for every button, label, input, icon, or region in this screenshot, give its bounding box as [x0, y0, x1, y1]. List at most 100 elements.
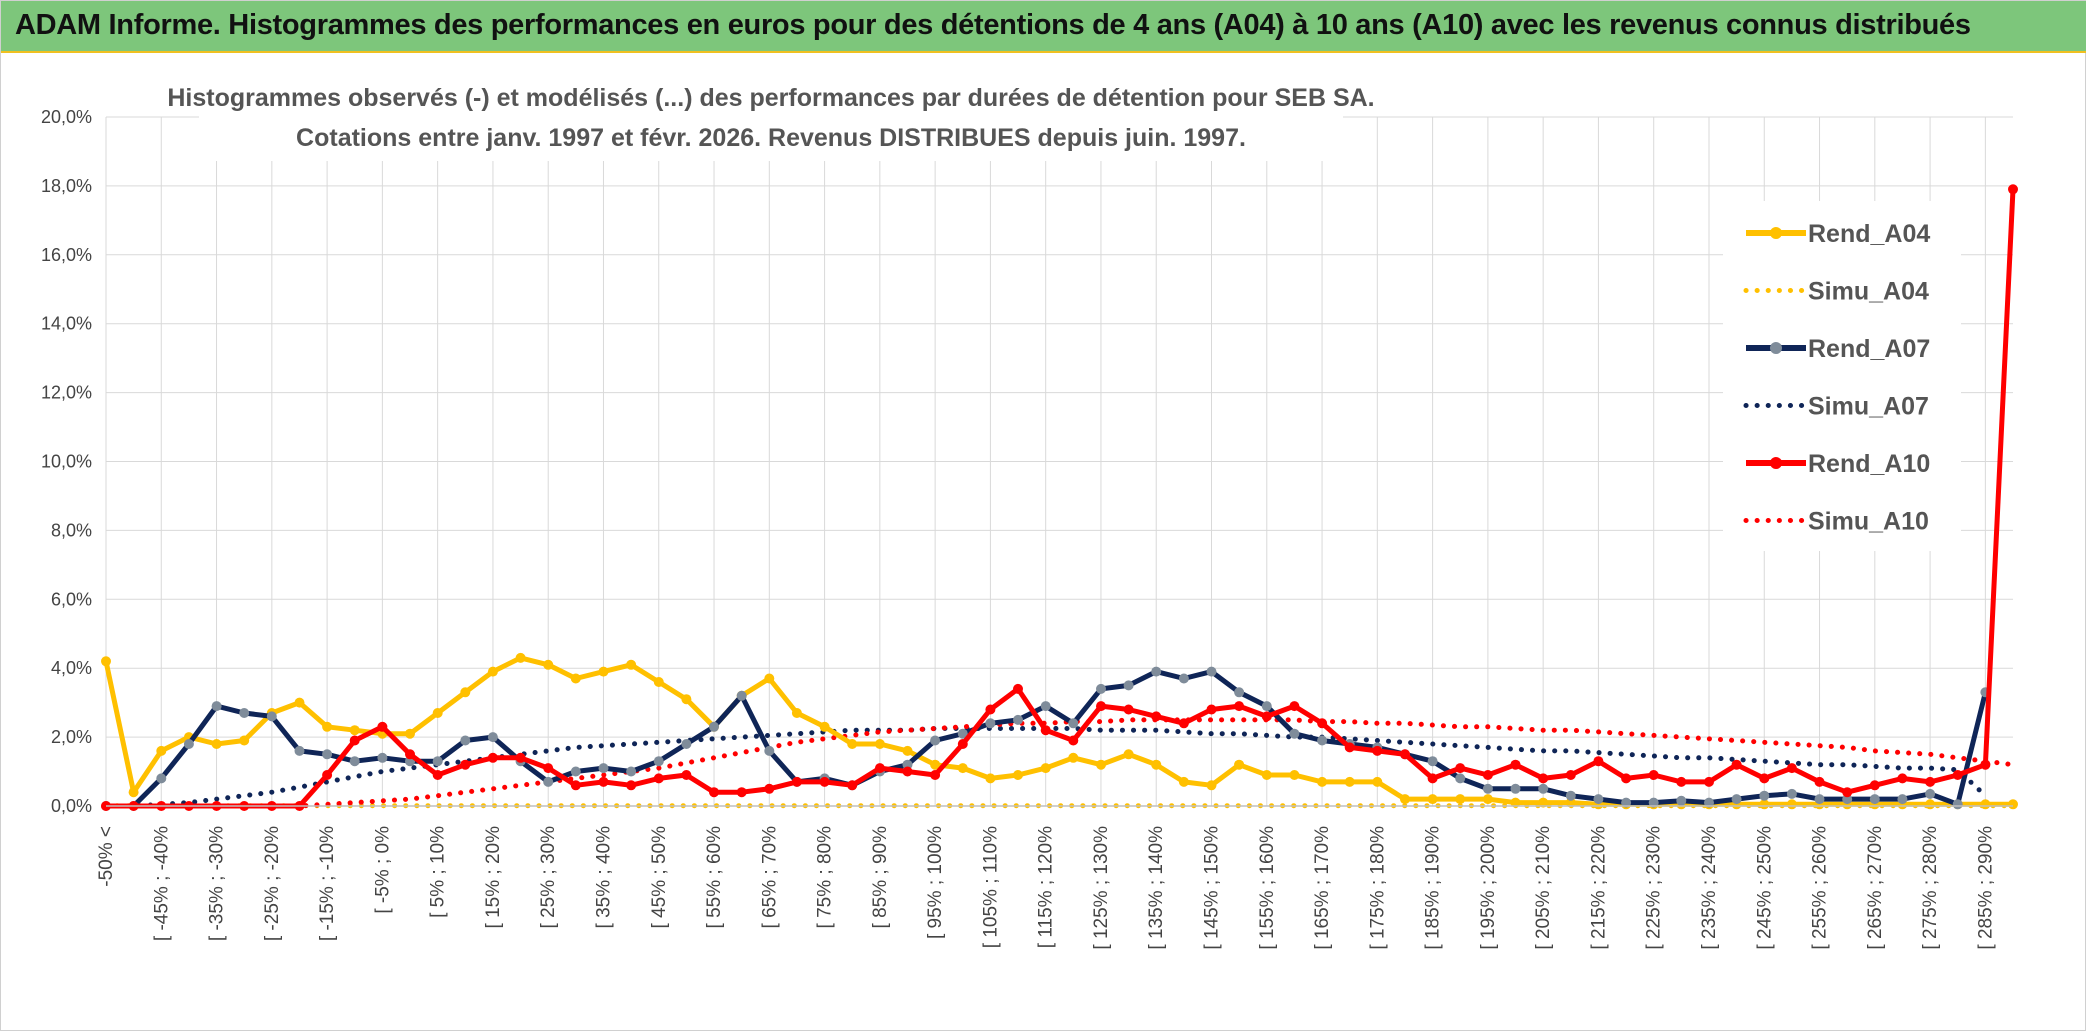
y-tick-label: 8,0% [51, 520, 92, 540]
data-point-Rend_A04 [874, 739, 885, 749]
data-point-Rend_A10 [1897, 773, 1908, 784]
x-tick-label: [ 95% ; 100% [925, 826, 946, 939]
data-point-Rend_A07 [1427, 756, 1438, 767]
data-point-Rend_A10 [1206, 704, 1217, 715]
data-point-Rend_A10 [598, 776, 609, 787]
data-point-Rend_A07 [1593, 794, 1604, 805]
data-point-Rend_A04 [1344, 776, 1355, 787]
data-point-Rend_A04 [1538, 797, 1549, 808]
data-point-Rend_A10 [1593, 756, 1604, 767]
data-point-Rend_A07 [1123, 680, 1134, 691]
axes: 0,0% 2,0% 4,0% 6,0% 8,0% 10,0% 12,0% 14,0% 16,0%… [41, 107, 2013, 950]
data-point-Rend_A07 [930, 735, 941, 746]
data-point-Rend_A10 [653, 773, 664, 784]
x-tick-label: [ 145% ; 150% [1202, 826, 1223, 950]
data-point-Rend_A07 [1897, 794, 1908, 805]
data-point-Rend_A04 [764, 673, 775, 684]
data-point-Rend_A07 [736, 690, 747, 701]
data-point-Rend_A07 [1013, 714, 1023, 725]
data-point-Rend_A10 [681, 770, 692, 780]
data-point-Rend_A07 [460, 735, 471, 746]
data-point-Rend_A10 [1123, 704, 1134, 715]
x-tick-label: [ 35% ; 40% [593, 826, 614, 929]
data-point-Rend_A04 [957, 763, 968, 774]
data-point-Rend_A10 [1068, 735, 1079, 746]
data-point-Rend_A07 [1648, 797, 1659, 808]
chart-title: Histogrammes observés (-) et modélisés (… [167, 84, 1374, 112]
data-point-Rend_A10 [1510, 759, 1521, 770]
data-point-Rend_A07 [1234, 687, 1245, 698]
data-point-Rend_A04 [1317, 776, 1328, 787]
data-point-Rend_A07 [1206, 666, 1217, 677]
chart-subtitle: Cotations entre janv. 1997 et févr. 2026… [296, 124, 1246, 152]
data-point-Rend_A07 [1317, 735, 1328, 746]
data-point-Rend_A10 [322, 770, 333, 780]
x-tick-label: [ 205% ; 210% [1533, 826, 1554, 950]
data-point-Rend_A04 [626, 659, 637, 670]
data-point-Rend_A10 [1261, 711, 1272, 722]
data-point-Rend_A07 [294, 745, 305, 756]
data-point-Rend_A10 [1151, 711, 1162, 722]
data-point-Rend_A10 [1814, 776, 1825, 787]
data-point-Rend_A04 [1206, 780, 1217, 791]
data-point-Rend_A04 [598, 666, 609, 677]
data-point-Rend_A07 [1040, 701, 1051, 712]
data-point-Rend_A07 [1731, 794, 1742, 805]
data-point-Rend_A04 [1925, 799, 1936, 810]
x-tick-label: [ 105% ; 110% [980, 826, 1001, 948]
data-point-Rend_A04 [1289, 770, 1300, 780]
data-point-Rend_A10 [874, 763, 885, 774]
data-point-Rend_A07 [681, 739, 692, 749]
data-point-Rend_A04 [1400, 794, 1410, 805]
data-point-Rend_A10 [2008, 184, 2018, 195]
data-point-Rend_A04 [819, 721, 830, 732]
data-point-Rend_A10 [1925, 776, 1936, 787]
data-point-Rend_A04 [1234, 759, 1245, 770]
y-tick-label: 10,0% [41, 452, 92, 472]
x-tick-label: [ -45% ; -40% [151, 826, 172, 941]
x-tick-label: [ 285% ; 290% [1975, 826, 1996, 950]
data-point-Rend_A10 [1317, 718, 1328, 729]
data-point-Rend_A07 [1538, 783, 1549, 794]
x-tick-label: [ 175% ; 180% [1367, 826, 1388, 950]
data-point-Rend_A04 [294, 697, 305, 708]
data-point-Rend_A10 [847, 780, 858, 791]
data-point-Rend_A10 [1096, 701, 1106, 712]
data-point-Rend_A10 [1482, 770, 1493, 780]
data-point-Rend_A10 [543, 763, 554, 774]
data-point-Rend_A04 [653, 677, 664, 687]
x-tick-label: [ -35% ; -30% [207, 826, 228, 941]
legend-label-Simu_A07: Simu_A07 [1808, 393, 1929, 421]
x-tick-label: [ 15% ; 20% [483, 826, 504, 929]
data-point-Rend_A04 [1510, 797, 1521, 808]
data-point-Rend_A04 [432, 708, 443, 718]
data-point-Rend_A07 [1842, 794, 1853, 805]
data-point-Rend_A04 [1068, 752, 1079, 763]
data-point-Rend_A10 [432, 770, 443, 780]
data-point-Rend_A07 [1759, 790, 1770, 801]
data-point-Rend_A04 [681, 694, 692, 705]
data-point-Rend_A07 [653, 756, 664, 767]
data-point-Rend_A04 [791, 708, 802, 718]
data-point-Rend_A07 [211, 701, 222, 712]
plot-area [101, 184, 2018, 811]
data-point-Rend_A10 [902, 766, 913, 777]
data-point-Rend_A04 [1759, 799, 1770, 810]
data-point-Rend_A07 [1925, 788, 1936, 799]
data-point-Rend_A04 [405, 728, 415, 739]
data-point-Rend_A07 [432, 756, 443, 767]
data-point-Rend_A04 [1565, 797, 1576, 808]
data-point-Rend_A10 [1648, 770, 1659, 780]
data-point-Rend_A07 [1952, 799, 1963, 810]
data-point-Rend_A10 [570, 780, 581, 791]
data-point-Rend_A07 [626, 766, 637, 777]
x-tick-label: [ 155% ; 160% [1257, 826, 1278, 950]
report-header: ADAM Informe. Histogrammes des performan… [1, 1, 2086, 53]
data-point-Rend_A07 [1621, 797, 1632, 808]
data-point-Rend_A10 [736, 787, 747, 798]
data-point-Rend_A07 [1482, 783, 1493, 794]
data-point-Rend_A10 [764, 783, 775, 794]
series-line-Rend_A10 [106, 189, 2016, 809]
y-tick-label: 16,0% [41, 245, 92, 265]
x-tick-label: [ -5% ; 0% [372, 826, 393, 914]
